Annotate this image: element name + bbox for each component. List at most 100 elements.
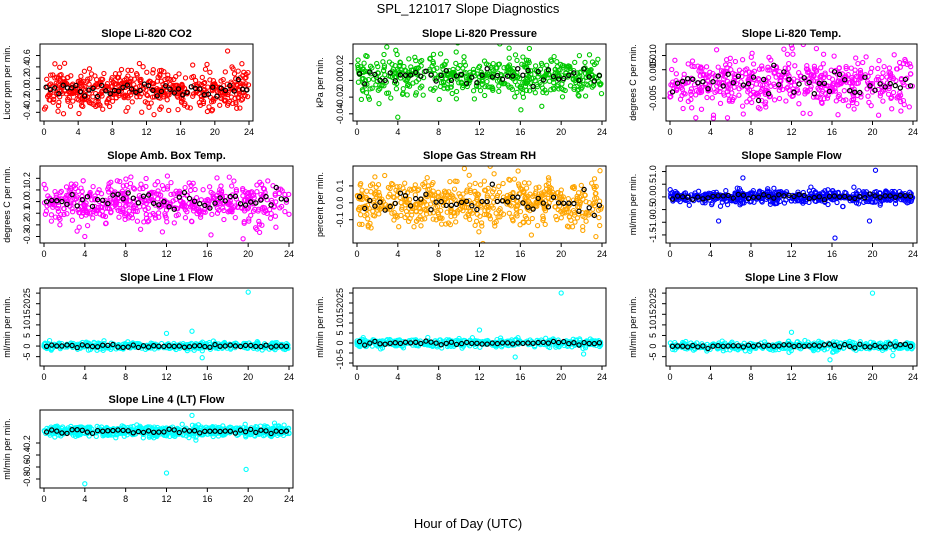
- data-point: [726, 97, 733, 103]
- x-tick-label: 24: [597, 127, 607, 137]
- overlay-point: [669, 196, 676, 202]
- y-tick-label: 0.02: [335, 55, 345, 73]
- overlay-point: [105, 342, 111, 349]
- overlay-point: [867, 191, 873, 197]
- data-point: [69, 209, 76, 215]
- data-point: [717, 88, 723, 95]
- data-point: [84, 222, 91, 229]
- y-tick-label: 0.1: [335, 180, 345, 193]
- overlay-point: [555, 200, 562, 206]
- data-point: [762, 99, 769, 105]
- data-point: [529, 215, 535, 222]
- data-point: [574, 70, 580, 76]
- data-point: [762, 88, 769, 94]
- overlay-point: [407, 203, 414, 209]
- x-tick-label: 24: [244, 127, 254, 137]
- data-point: [792, 63, 798, 69]
- overlay-point: [176, 343, 182, 349]
- data-point: [151, 80, 157, 87]
- y-tick-label: -5: [22, 353, 32, 361]
- overlay-point: [433, 78, 439, 84]
- data-point: [572, 219, 578, 225]
- data-point: [478, 220, 485, 226]
- overlay-point: [902, 193, 909, 199]
- data-point: [134, 72, 140, 78]
- data-point: [829, 88, 835, 95]
- data-point: [373, 184, 379, 190]
- data-point: [497, 44, 503, 47]
- overlay-point: [561, 75, 567, 82]
- data-point: [586, 52, 593, 58]
- x-tick-label: 4: [82, 249, 87, 259]
- data-point: [243, 81, 249, 87]
- overlay-point: [520, 340, 526, 347]
- data-point: [113, 95, 119, 101]
- overlay-point: [730, 80, 737, 86]
- overlay-point: [60, 82, 66, 88]
- chart-title: Slope Sample Flow: [741, 150, 842, 162]
- chart-title: Slope Li-820 Pressure: [422, 28, 537, 40]
- data-point: [236, 95, 242, 101]
- data-point: [273, 224, 279, 230]
- overlay-point: [695, 194, 701, 200]
- y-tick-label: 15: [335, 308, 345, 318]
- data-point: [472, 222, 478, 229]
- data-point: [43, 208, 50, 214]
- x-tick-label: 20: [556, 249, 566, 259]
- data-point: [906, 199, 912, 205]
- overlay-point: [545, 66, 552, 73]
- data-point: [847, 340, 854, 347]
- outlier-point: [713, 47, 720, 53]
- data-point: [557, 190, 564, 197]
- overlay-point: [892, 82, 899, 89]
- overlay-point: [43, 343, 50, 349]
- data-point: [55, 203, 62, 209]
- data-point: [164, 173, 171, 179]
- data-point: [205, 196, 211, 203]
- overlay-point: [761, 191, 767, 198]
- data-point: [189, 218, 195, 225]
- y-tick-label: 0.2: [22, 72, 32, 85]
- overlay-point: [710, 78, 716, 85]
- data-point: [74, 194, 80, 200]
- y-axis-label: ml/min per min.: [628, 174, 638, 236]
- data-point: [506, 176, 512, 183]
- data-point: [802, 87, 808, 93]
- overlay-point: [158, 88, 165, 95]
- data-point: [448, 205, 454, 211]
- data-point: [89, 197, 95, 203]
- data-point: [239, 89, 245, 96]
- data-point: [420, 181, 426, 188]
- data-point: [432, 192, 438, 198]
- data-point: [459, 84, 466, 91]
- data-point: [688, 86, 695, 92]
- data-point: [873, 77, 880, 83]
- overlay-point: [458, 199, 465, 205]
- data-point: [565, 209, 572, 215]
- data-point: [506, 210, 512, 216]
- data-point: [485, 84, 491, 90]
- overlay-point: [161, 343, 167, 350]
- data-point: [182, 215, 189, 221]
- y-tick-label: 0: [22, 344, 32, 349]
- y-tick-label: 0.0: [335, 197, 345, 210]
- data-point: [563, 69, 569, 76]
- data-point: [118, 208, 124, 215]
- data-point: [423, 211, 430, 217]
- overlay-point: [586, 205, 592, 211]
- overlay-point: [222, 343, 228, 349]
- overlay-point: [882, 193, 888, 199]
- overlay-point: [356, 193, 363, 200]
- data-point: [589, 59, 596, 65]
- data-point: [433, 217, 439, 223]
- y-tick-label: 5: [335, 330, 345, 335]
- data-point: [551, 53, 557, 60]
- overlay-point: [86, 87, 92, 93]
- data-point: [85, 76, 91, 82]
- data-point: [105, 344, 111, 350]
- data-point: [216, 207, 222, 213]
- data-point: [456, 191, 462, 197]
- data-point: [505, 63, 511, 70]
- y-axis-label: ml/min per min.: [315, 296, 325, 358]
- outlier-point: [710, 112, 717, 118]
